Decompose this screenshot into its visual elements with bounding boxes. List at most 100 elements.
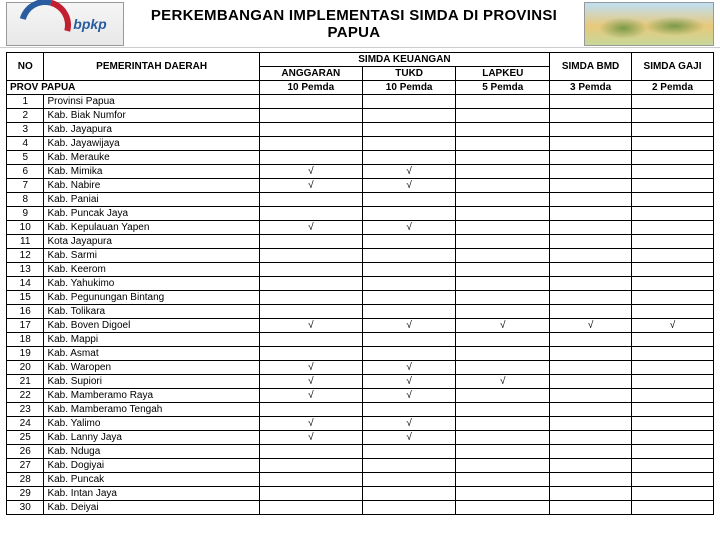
cell-anggaran [259, 291, 362, 305]
cell-name: Kab. Mamberamo Tengah [44, 403, 259, 417]
cell-tukd [362, 109, 456, 123]
cell-no: 18 [7, 333, 44, 347]
cell-bmd [550, 403, 632, 417]
cell-name: Kab. Jayawijaya [44, 137, 259, 151]
col-tukd: TUKD [362, 67, 456, 81]
cell-lapkeu [456, 389, 550, 403]
cell-no: 17 [7, 319, 44, 333]
cell-no: 26 [7, 445, 44, 459]
cell-gaji [632, 375, 714, 389]
implementation-table: NO PEMERINTAH DAERAH SIMDA KEUANGAN SIMD… [6, 52, 714, 515]
cell-name: Kab. Nduga [44, 445, 259, 459]
cell-bmd [550, 249, 632, 263]
cell-bmd [550, 95, 632, 109]
cell-name: Kab. Merauke [44, 151, 259, 165]
summary-lapkeu: 5 Pemda [456, 81, 550, 95]
table-row: 13Kab. Keerom [7, 263, 714, 277]
cell-name: Kab. Mimika [44, 165, 259, 179]
cell-anggaran [259, 459, 362, 473]
cell-no: 4 [7, 137, 44, 151]
cell-lapkeu [456, 473, 550, 487]
cell-bmd [550, 459, 632, 473]
cell-anggaran [259, 109, 362, 123]
cell-tukd [362, 277, 456, 291]
cell-anggaran: √ [259, 179, 362, 193]
page-title: PERKEMBANGAN IMPLEMENTASI SIMDA DI PROVI… [124, 7, 584, 41]
cell-bmd [550, 123, 632, 137]
cell-no: 23 [7, 403, 44, 417]
cell-anggaran [259, 473, 362, 487]
table-row: 9Kab. Puncak Jaya [7, 207, 714, 221]
cell-lapkeu: √ [456, 375, 550, 389]
cell-bmd [550, 179, 632, 193]
cell-bmd [550, 431, 632, 445]
cell-bmd [550, 109, 632, 123]
cell-bmd [550, 375, 632, 389]
col-lapkeu: LAPKEU [456, 67, 550, 81]
cell-no: 29 [7, 487, 44, 501]
cell-lapkeu [456, 137, 550, 151]
cell-bmd [550, 473, 632, 487]
cell-lapkeu [456, 179, 550, 193]
table-row: 23Kab. Mamberamo Tengah [7, 403, 714, 417]
cell-anggaran [259, 263, 362, 277]
cell-anggaran [259, 235, 362, 249]
cell-anggaran [259, 123, 362, 137]
col-simda-keu: SIMDA KEUANGAN [259, 53, 549, 67]
col-gaji: SIMDA GAJI [632, 53, 714, 81]
cell-name: Kab. Dogiyai [44, 459, 259, 473]
cell-gaji [632, 459, 714, 473]
cell-no: 5 [7, 151, 44, 165]
cell-bmd [550, 501, 632, 515]
cell-tukd [362, 151, 456, 165]
cell-name: Kab. Tolikara [44, 305, 259, 319]
cell-anggaran [259, 193, 362, 207]
cell-name: Kab. Kepulauan Yapen [44, 221, 259, 235]
cell-no: 16 [7, 305, 44, 319]
table-row: 2Kab. Biak Numfor [7, 109, 714, 123]
cell-anggaran [259, 347, 362, 361]
table-row: 4Kab. Jayawijaya [7, 137, 714, 151]
cell-bmd [550, 221, 632, 235]
cell-lapkeu [456, 207, 550, 221]
cell-name: Kab. Mamberamo Raya [44, 389, 259, 403]
table-row: 7Kab. Nabire√√ [7, 179, 714, 193]
cell-lapkeu [456, 291, 550, 305]
cell-bmd [550, 445, 632, 459]
table-row: 26Kab. Nduga [7, 445, 714, 459]
cell-no: 1 [7, 95, 44, 109]
cell-tukd [362, 347, 456, 361]
map-thumbnail [584, 2, 714, 46]
cell-name: Kab. Jayapura [44, 123, 259, 137]
cell-lapkeu [456, 263, 550, 277]
cell-bmd [550, 137, 632, 151]
table-head: NO PEMERINTAH DAERAH SIMDA KEUANGAN SIMD… [7, 53, 714, 95]
cell-tukd [362, 305, 456, 319]
cell-bmd [550, 165, 632, 179]
table-row: 29Kab. Intan Jaya [7, 487, 714, 501]
cell-gaji [632, 473, 714, 487]
cell-gaji [632, 417, 714, 431]
cell-tukd: √ [362, 165, 456, 179]
cell-name: Kab. Yahukimo [44, 277, 259, 291]
cell-lapkeu [456, 123, 550, 137]
table-row: 22Kab. Mamberamo Raya√√ [7, 389, 714, 403]
cell-bmd [550, 277, 632, 291]
col-pemda: PEMERINTAH DAERAH [44, 53, 259, 81]
cell-anggaran [259, 501, 362, 515]
cell-anggaran [259, 207, 362, 221]
cell-lapkeu [456, 193, 550, 207]
table-row: 30Kab. Deiyai [7, 501, 714, 515]
logo-swoosh-icon [23, 9, 69, 39]
cell-tukd [362, 459, 456, 473]
cell-name: Kab. Puncak Jaya [44, 207, 259, 221]
cell-gaji [632, 193, 714, 207]
cell-no: 6 [7, 165, 44, 179]
cell-anggaran: √ [259, 221, 362, 235]
summary-gaji: 2 Pemda [632, 81, 714, 95]
table-row: 19Kab. Asmat [7, 347, 714, 361]
cell-name: Kab. Nabire [44, 179, 259, 193]
cell-tukd [362, 501, 456, 515]
cell-anggaran: √ [259, 389, 362, 403]
summary-tukd: 10 Pemda [362, 81, 456, 95]
